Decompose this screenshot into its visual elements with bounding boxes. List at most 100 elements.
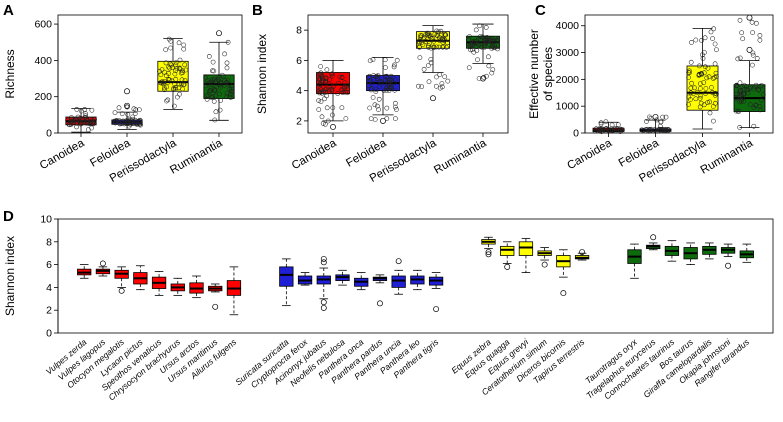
- panel-c-perissodactyla-point-5: [698, 93, 704, 99]
- panel-b-perissodactyla-point-39: [440, 44, 446, 50]
- panel-b-ruminantia-point-58: [477, 34, 483, 39]
- panel-d-acinonyx-jubatus-outlier-0: [320, 304, 327, 311]
- panel-a-ruminantia-point-10: [224, 65, 230, 71]
- panel-b-canoidea-point-56: [317, 88, 322, 94]
- panel-a-perissodactyla-point-55: [171, 103, 177, 109]
- panel-d-y-axis-label: Shannon index: [3, 236, 17, 316]
- panel-b-ruminantia-point-64: [486, 63, 492, 69]
- panel-b-feloidea-point-56: [371, 77, 376, 83]
- panel-c-ruminantia-point-37: [745, 90, 751, 96]
- panel-a-canoidea-point-48: [84, 116, 90, 122]
- panel-b-canoidea-point-13: [339, 87, 344, 92]
- panel-d-panthera-pardus-outlier-0: [376, 300, 383, 307]
- panel-c-canoidea-point-32: [598, 120, 604, 126]
- panel-c-ruminantia-point-2: [749, 19, 755, 25]
- panel-b-perissodactyla-point-65: [423, 32, 429, 37]
- panel-b-perissodactyla-point-36: [428, 60, 434, 66]
- panel-c-perissodactyla-point-47: [698, 81, 703, 87]
- panel-c-perissodactyla-point-53: [701, 80, 707, 85]
- panel-b-feloidea-point-61: [389, 85, 395, 90]
- panel-d-otocyon-megalotis-outlier-0: [118, 287, 125, 294]
- panel-c-perissodactyla-point-3: [700, 56, 706, 61]
- panel-a-perissodactyla-point-30: [163, 47, 169, 53]
- panel-c-perissodactyla-point-1: [702, 64, 708, 70]
- panel-b-canoidea-point-53: [323, 89, 328, 95]
- panel-c-perissodactyla-point-33: [688, 90, 694, 96]
- panel-c-feloidea-point-33: [647, 114, 652, 120]
- panel-b-ruminantia-point-69: [492, 45, 498, 50]
- panel-b-feloidea-point-12: [387, 85, 393, 91]
- panel-b-y-tick-label-6: 6: [296, 55, 302, 67]
- panel-b-ruminantia-point-46: [467, 34, 472, 39]
- panel-a-canoidea-point-50: [78, 115, 84, 121]
- panel-c-ruminantia-point-14: [757, 33, 763, 38]
- panel-d-acinonyx-jubatus-outlier-1: [320, 299, 327, 306]
- panel-a-ruminantia-point-61: [204, 93, 210, 98]
- panel-b-ruminantia-point-53: [490, 44, 496, 49]
- panel-a-ruminantia-point-40: [218, 81, 224, 86]
- panel-a-feloidea-point-54: [133, 107, 139, 113]
- panel-c-perissodactyla-point-64: [713, 70, 719, 76]
- panel-c-ruminantia-point-57: [753, 103, 759, 108]
- panel-d-tapirus-terrestris-outlier-0: [579, 249, 586, 256]
- panel-a-perissodactyla-point-52: [181, 82, 187, 87]
- panel-b-feloidea-point-6: [391, 64, 397, 70]
- panel-a-perissodactyla-point-57: [173, 62, 179, 68]
- panel-c-perissodactyla-point-22: [710, 104, 716, 109]
- panel-a-perissodactyla-point-26: [177, 57, 183, 63]
- panel-b-ruminantia-point-31: [481, 74, 487, 80]
- panel-a-perissodactyla-point-17: [183, 67, 189, 73]
- panel-a-ruminantia-point-63: [209, 78, 215, 84]
- panel-c-perissodactyla-point-6: [697, 86, 703, 91]
- panel-b-canoidea-point-68: [320, 78, 326, 84]
- panel-b-feloidea-point-68: [382, 57, 388, 63]
- panel-b-ruminantia-point-60: [473, 27, 479, 33]
- panel-b-feloidea-point-1: [376, 96, 382, 102]
- panel-b-perissodactyla-point-29: [419, 40, 425, 45]
- panel-b-ruminantia-point-8: [484, 73, 489, 79]
- panel-b-x-label-canoidea: Canoidea: [290, 137, 339, 172]
- panel-c-perissodactyla-point-10: [686, 94, 692, 100]
- panel-letter-c: C: [535, 2, 546, 19]
- panel-a-perissodactyla-point-28: [180, 68, 185, 74]
- panel-a-perissodactyla-point-50: [167, 65, 173, 71]
- panel-c-y-axis-label-line-0: Effective number: [527, 29, 541, 119]
- panel-b-ruminantia-point-61: [483, 25, 489, 30]
- panel-c-perissodactyla-point-24: [709, 85, 714, 90]
- panel-d-equus-grevyi-box: [518, 241, 534, 256]
- panel-c-ruminantia-point-26: [751, 123, 757, 129]
- panel-b-canoidea-point-51: [342, 80, 348, 86]
- panel-b-canoidea-point-21: [322, 121, 328, 127]
- panel-b-feloidea-point-62: [392, 104, 398, 110]
- panel-c-x-label-ruminantia: Ruminantia: [699, 137, 756, 177]
- panel-a-ruminantia-point-1: [210, 79, 216, 85]
- panel-b-perissodactyla-point-68: [445, 40, 450, 46]
- panel-c-perissodactyla-point-41: [714, 47, 719, 53]
- panel-b-perissodactyla-point-43: [444, 45, 449, 50]
- panel-b-canoidea-point-45: [317, 81, 323, 87]
- panel-b-perissodactyla-point-41: [423, 38, 429, 44]
- panel-a-feloidea-point-49: [128, 121, 133, 127]
- panel-a-feloidea-point-20: [113, 118, 119, 124]
- panel-c-perissodactyla-point-39: [692, 85, 697, 91]
- panel-c-ruminantia-point-16: [739, 30, 745, 36]
- panel-b-feloidea-point-2: [393, 100, 398, 106]
- panel-c-x-label-canoidea: Canoidea: [565, 137, 614, 172]
- panel-b-canoidea-point-25: [317, 71, 322, 77]
- panel-c-ruminantia-point-40: [750, 30, 755, 35]
- panel-a-canoidea-point-22: [74, 107, 80, 112]
- panel-c-ruminantia-point-38: [757, 107, 763, 113]
- panel-c-perissodactyla-point-58: [688, 85, 694, 91]
- panel-c-canoidea-point-15: [598, 126, 604, 131]
- panel-a-ruminantia-point-37: [217, 91, 222, 97]
- panel-b-perissodactyla-outlier-0: [430, 95, 436, 102]
- panel-a-y-axis-label: Richness: [3, 49, 17, 98]
- panel-b-feloidea-point-27: [370, 57, 376, 62]
- panel-c-perissodactyla-point-19: [711, 26, 717, 32]
- panel-d-suricata-suricatta-box: [279, 266, 294, 287]
- panel-a-canoidea-point-45: [69, 121, 75, 126]
- panel-d-panthera-tigris-outlier-0: [433, 306, 440, 313]
- panel-a-feloidea-point-46: [119, 111, 125, 117]
